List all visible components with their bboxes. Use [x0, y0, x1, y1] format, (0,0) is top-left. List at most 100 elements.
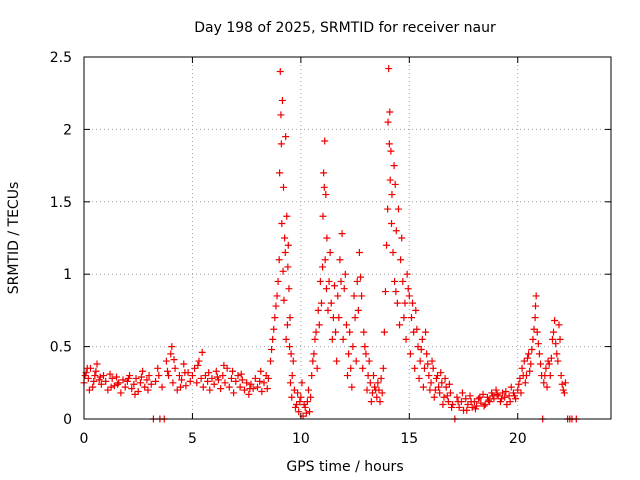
x-axis-label: GPS time / hours — [286, 459, 403, 475]
data-point — [131, 390, 139, 398]
data-point — [291, 403, 299, 411]
data-point — [440, 393, 448, 401]
data-point — [186, 377, 194, 385]
data-point — [328, 335, 336, 343]
data-point — [438, 379, 446, 387]
data-point — [327, 299, 335, 307]
data-point — [85, 386, 93, 394]
data-point — [279, 267, 287, 275]
data-point — [397, 256, 405, 264]
data-point — [175, 372, 183, 380]
data-point — [276, 67, 284, 75]
data-point — [350, 292, 358, 300]
data-point — [551, 317, 559, 325]
data-point — [398, 234, 406, 242]
data-point — [225, 383, 233, 391]
data-point — [212, 367, 220, 375]
data-point — [311, 335, 319, 343]
data-point — [297, 393, 305, 401]
data-point — [220, 361, 228, 369]
x-tick-label: 15 — [400, 431, 418, 447]
data-point — [392, 288, 400, 296]
data-point — [230, 389, 238, 397]
data-point — [286, 314, 294, 322]
data-point — [195, 357, 203, 365]
data-point — [423, 350, 431, 358]
data-point — [162, 357, 170, 365]
data-point — [304, 386, 312, 394]
data-point — [302, 409, 310, 417]
data-point — [387, 147, 395, 155]
data-point — [448, 403, 456, 411]
data-point — [168, 343, 176, 351]
data-point — [288, 393, 296, 401]
y-tick-label: 0 — [63, 412, 72, 428]
data-point — [560, 389, 568, 397]
data-point — [363, 386, 371, 394]
data-point — [136, 379, 144, 387]
data-point — [281, 234, 289, 242]
data-point — [341, 270, 349, 278]
data-point — [128, 385, 136, 393]
data-point — [322, 191, 330, 199]
data-point — [210, 380, 218, 388]
data-point — [170, 356, 178, 364]
data-point — [443, 392, 451, 400]
data-point — [344, 372, 351, 380]
data-point — [499, 389, 507, 397]
data-point — [361, 343, 369, 351]
data-point — [145, 372, 153, 380]
data-point — [251, 374, 259, 382]
data-point — [476, 393, 484, 401]
data-point — [335, 314, 343, 322]
data-point — [430, 393, 438, 401]
data-point — [412, 306, 420, 314]
data-point — [391, 180, 399, 188]
tick-labels: 0 5 10 15 20 0 0.5 1 1.5 2 2.5 — [50, 50, 527, 447]
data-point — [425, 372, 433, 380]
data-point — [240, 386, 248, 394]
data-point — [384, 205, 392, 213]
data-point — [321, 137, 329, 145]
data-point — [372, 386, 380, 394]
data-point — [108, 374, 116, 382]
data-point — [437, 369, 445, 377]
data-point — [403, 270, 411, 278]
data-point — [283, 212, 291, 220]
data-point — [524, 354, 532, 362]
data-point — [119, 376, 127, 384]
data-point — [455, 403, 463, 411]
data-point — [534, 340, 542, 348]
data-point — [427, 379, 435, 387]
data-point — [454, 398, 462, 406]
data-point — [388, 191, 396, 199]
data-point — [221, 379, 229, 387]
data-point — [334, 292, 342, 300]
grid-lines — [84, 57, 611, 419]
data-point — [219, 372, 227, 380]
data-point — [384, 118, 392, 126]
data-point — [435, 383, 443, 391]
data-point — [355, 248, 363, 256]
data-point — [383, 241, 391, 249]
data-point — [480, 402, 488, 410]
data-point — [188, 372, 196, 380]
data-point — [106, 370, 114, 378]
data-point — [554, 357, 562, 365]
data-point — [340, 285, 348, 293]
data-point — [171, 364, 179, 372]
data-point — [415, 374, 423, 382]
data-point — [278, 220, 286, 228]
data-point — [475, 395, 483, 403]
y-tick-label: 2 — [63, 122, 72, 138]
data-point — [353, 277, 361, 285]
data-point — [362, 350, 370, 358]
data-point — [286, 379, 294, 387]
data-point — [388, 220, 396, 228]
data-point — [537, 360, 545, 368]
data-point — [91, 372, 99, 380]
data-point — [169, 379, 177, 387]
data-point — [322, 285, 330, 293]
data-point — [467, 398, 475, 406]
